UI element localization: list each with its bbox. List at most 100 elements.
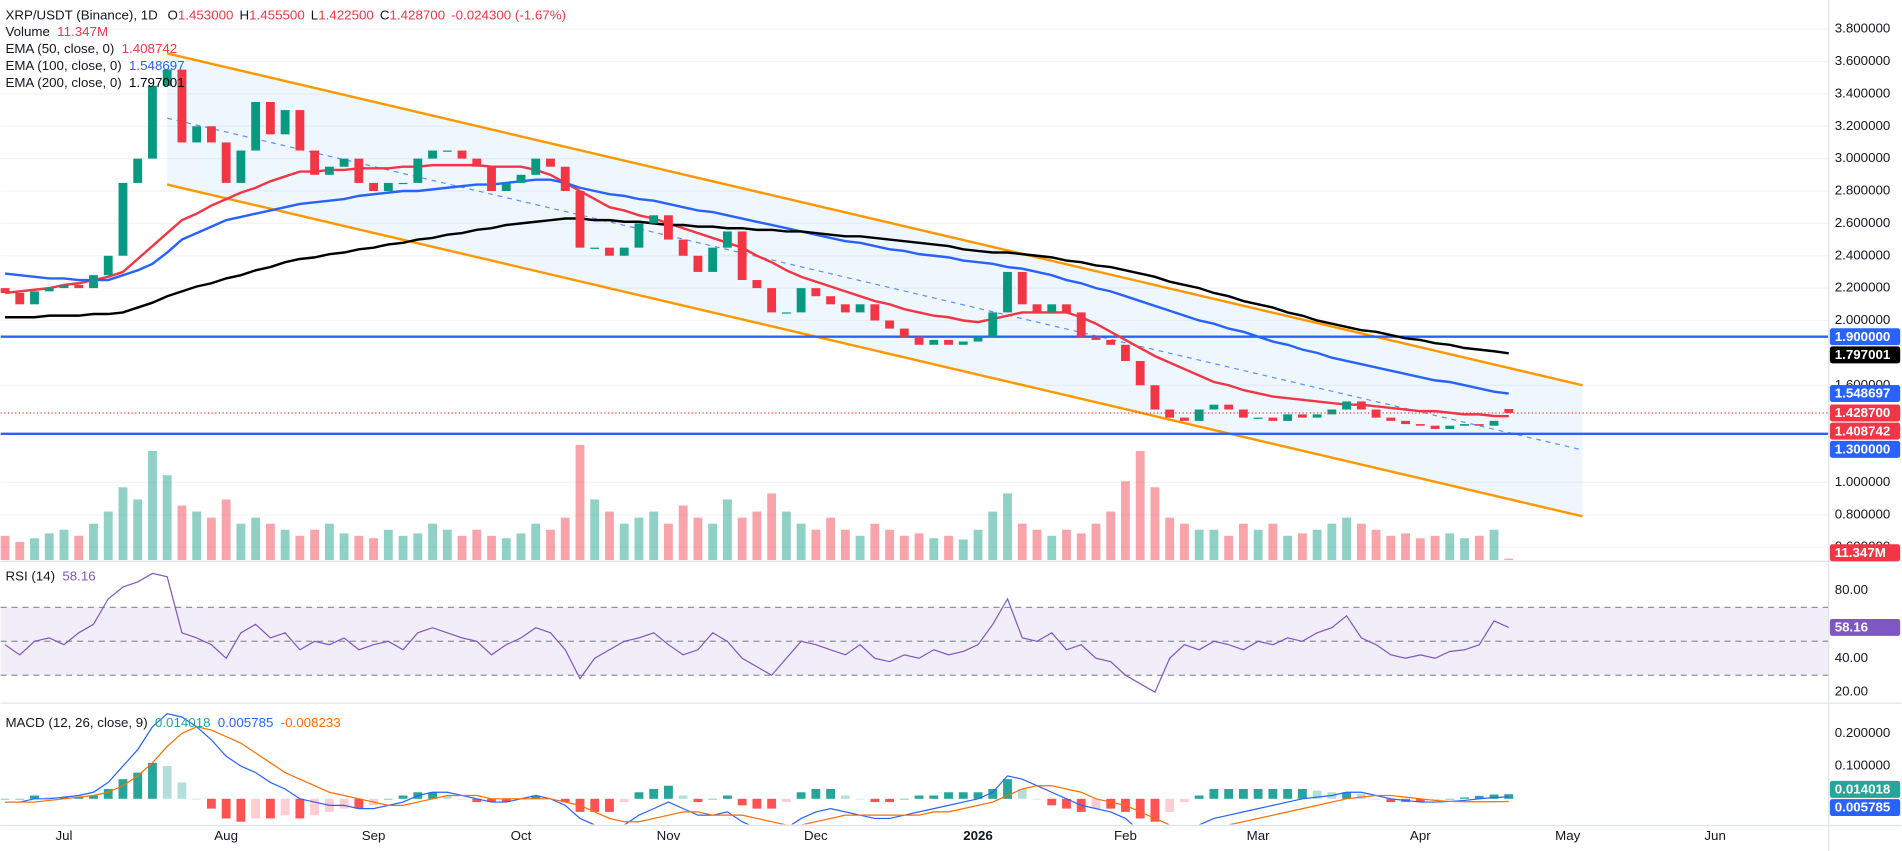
price-label: 1.300000 [1835, 441, 1891, 456]
candle-body [1238, 409, 1248, 418]
price-pane [0, 28, 1829, 561]
price-label: 0.014018 [1835, 781, 1891, 796]
macd-histogram-bar [752, 798, 762, 809]
ema-legend-name: EMA (200, close, 0) [5, 75, 121, 90]
volume-bar [737, 517, 747, 561]
volume-bar [1194, 529, 1204, 561]
x-tick-label: Jun [1704, 828, 1726, 843]
volume-bar [310, 529, 320, 561]
volume-bar [531, 523, 541, 561]
volume-bar [899, 535, 909, 561]
candle-body [1224, 404, 1234, 410]
candle-body [192, 126, 202, 143]
price-label-box [1829, 385, 1901, 403]
volume-bar [1224, 535, 1234, 561]
volume-bar [1268, 523, 1278, 561]
macd-histogram-bar [428, 792, 437, 799]
candle-body [1297, 414, 1307, 418]
candle-body [1091, 336, 1101, 340]
volume-bar [885, 529, 894, 561]
candle-body [575, 191, 585, 248]
volume-bar [1047, 535, 1057, 561]
price-label-box [1829, 544, 1901, 562]
x-tick-label: Sep [362, 828, 386, 843]
candle-body [914, 336, 924, 345]
volume-bar [1460, 538, 1469, 561]
y-tick-label: 1.000000 [1835, 474, 1891, 489]
candle-body [693, 255, 703, 272]
candle-body [1194, 409, 1204, 421]
ema-line [4, 163, 1509, 418]
macd-histogram-bar [206, 798, 216, 809]
macd-histogram-bar [501, 798, 511, 803]
macd-histogram-bar [929, 795, 939, 799]
macd-histogram-bar [634, 792, 644, 799]
candle-body [1003, 271, 1012, 313]
candle-body [44, 288, 54, 292]
macd-histogram-bar [958, 792, 968, 799]
volume-bar [619, 523, 629, 561]
candle-body [0, 288, 10, 293]
volume-bar [1062, 529, 1071, 561]
macd-histogram-bar [15, 798, 25, 800]
y-tick-label: 2.800000 [1835, 183, 1891, 198]
price-change: -0.024300 (-1.67%) [451, 7, 566, 22]
candle-body [177, 69, 187, 143]
macd-histogram-bar [840, 795, 850, 799]
candle-body [162, 69, 172, 86]
volume-bar [1121, 481, 1130, 561]
candle-body [958, 341, 968, 345]
volume-bar [1504, 558, 1514, 561]
candle-body [324, 166, 334, 175]
volume-bar [988, 511, 998, 561]
macd-histogram-bar [162, 766, 172, 799]
candle-body [1327, 409, 1337, 415]
candle-body [722, 231, 732, 248]
candle-body [265, 101, 275, 135]
macd-histogram-bar [457, 798, 467, 800]
volume-bar [59, 529, 69, 561]
x-tick-label: Nov [657, 828, 681, 843]
volume-bar [1253, 529, 1263, 561]
volume-bar [1342, 517, 1352, 561]
macd-histogram-bar [649, 788, 659, 799]
y-tick-label: 3.200000 [1835, 118, 1891, 133]
price-label: 0.005785 [1835, 800, 1891, 815]
volume-bar [781, 511, 791, 561]
macd-histogram-bar [1179, 798, 1189, 803]
ema-legend-name: EMA (50, close, 0) [5, 41, 114, 56]
candle-body [30, 291, 39, 305]
macd-histogram-bar [221, 798, 231, 819]
candle-body [413, 158, 423, 183]
candle-body [1283, 414, 1293, 421]
volume-bar [398, 535, 408, 561]
macd-histogram-bar [265, 798, 275, 819]
volume-legend-label: Volume [5, 24, 49, 39]
rsi-tick-label: 20.00 [1835, 684, 1868, 699]
candle-body [221, 142, 231, 183]
candle-body [1356, 401, 1366, 410]
macd-histogram-bar [826, 788, 836, 799]
candle-body [678, 239, 688, 256]
y-tick-label: 3.400000 [1835, 85, 1891, 100]
price-label-box [1829, 799, 1901, 817]
ohlc-value: 1.422500 [318, 7, 374, 22]
macd-histogram-bar [487, 798, 496, 803]
volume-bar [855, 535, 865, 561]
price-label: 1.548697 [1835, 386, 1891, 401]
macd-histogram-bar [59, 797, 69, 799]
y-tick-label: 2.600000 [1835, 215, 1891, 230]
macd-histogram-bar [855, 798, 865, 800]
macd-histogram-bar [1283, 788, 1293, 799]
volume-bar [1356, 523, 1366, 561]
volume-bar [958, 539, 968, 561]
y-tick-label: 0.800000 [1835, 506, 1891, 521]
candle-body [1179, 417, 1189, 421]
candle-body [1474, 424, 1484, 426]
channel-line [166, 183, 1583, 518]
volume-bar [428, 523, 437, 561]
candle-body [310, 150, 320, 175]
macd-legend-signal: -0.008233 [281, 715, 341, 730]
candle-body [89, 275, 98, 289]
x-tick-label: Oct [511, 828, 532, 843]
